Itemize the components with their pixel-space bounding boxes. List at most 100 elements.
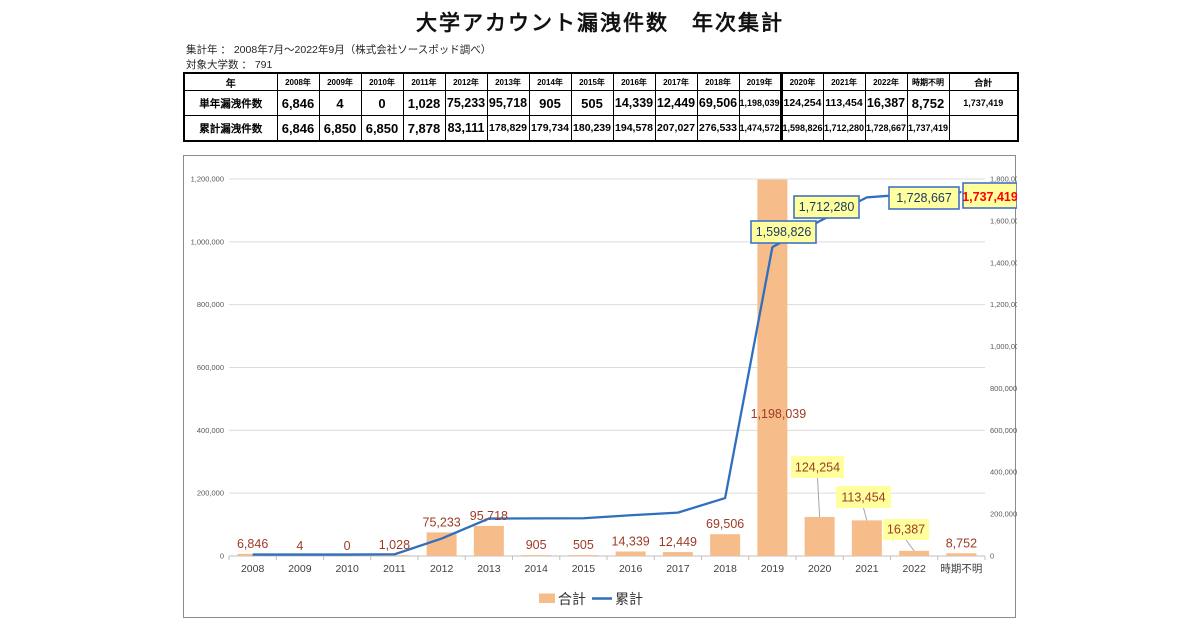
bar-label-2013: 95,718 bbox=[470, 509, 508, 523]
cell-value: 16,387 bbox=[864, 90, 908, 116]
summary-table: 年 2008年 2009年 2010年 2011年 2012年 2013年 2014年 2015… bbox=[183, 72, 1019, 142]
bar-label-2014: 905 bbox=[526, 538, 547, 552]
combo-chart: 0 200,000 400,000 600,000 800,000 1,000,000 1,… bbox=[191, 175, 1024, 608]
bar-label-2012: 75,233 bbox=[423, 515, 461, 529]
x-axis-label-2021: 2021 bbox=[855, 563, 879, 575]
col-header-2018年: 2018年 bbox=[696, 72, 740, 91]
bar-2018 bbox=[710, 534, 741, 556]
bar-2022 bbox=[899, 550, 930, 556]
meta-survey-period: 集計年 ： 2008年7月～2022年9月（株式会社ソースポッド調べ） bbox=[186, 44, 492, 56]
cell-value: 124,254 bbox=[779, 90, 824, 116]
label-leader-line bbox=[905, 539, 915, 552]
cell-value: 1,598,826 bbox=[779, 115, 824, 142]
y-axis-right-tick-label: 600,000 bbox=[990, 426, 1017, 435]
cell-value: 95,718 bbox=[486, 90, 530, 116]
x-axis-label-2009: 2009 bbox=[288, 563, 312, 575]
col-header-2015年: 2015年 bbox=[570, 72, 614, 91]
cell-total bbox=[948, 115, 1019, 142]
cell-value: 194,578 bbox=[612, 115, 656, 142]
bar-label-2016: 14,339 bbox=[612, 534, 650, 548]
col-header-2022年: 2022年 bbox=[864, 72, 908, 91]
callout-label-2020: 1,598,826 bbox=[756, 225, 812, 239]
cell-value: 8,752 bbox=[906, 90, 950, 116]
col-header-2013年: 2013年 bbox=[486, 72, 530, 91]
callout-label-時期不明: 1,737,419 bbox=[962, 190, 1017, 204]
cell-value: 1,728,667 bbox=[864, 115, 908, 142]
meta-university-count: 対象大学数 ： 791 bbox=[186, 59, 273, 71]
bar-label-box-2021 bbox=[836, 486, 891, 508]
bar-2015 bbox=[568, 555, 599, 556]
y-axis-right-tick-label: 1,000,000 bbox=[990, 342, 1017, 351]
x-axis-label-2022: 2022 bbox=[902, 563, 926, 575]
col-header-2016年: 2016年 bbox=[612, 72, 656, 91]
x-axis-label-2020: 2020 bbox=[808, 563, 832, 575]
col-header-2008年: 2008年 bbox=[276, 72, 320, 91]
x-axis-label-2013: 2013 bbox=[477, 563, 501, 575]
y-axis-right-tick-label: 200,000 bbox=[990, 510, 1017, 519]
bar-2012 bbox=[426, 532, 457, 556]
col-header-2017年: 2017年 bbox=[654, 72, 698, 91]
row-label: 単年漏洩件数 bbox=[183, 90, 278, 116]
bar-label-2022: 16,387 bbox=[887, 523, 925, 537]
cell-value: 1,198,039 bbox=[738, 90, 782, 116]
bar-label-2009: 4 bbox=[296, 539, 303, 553]
col-header-2012年: 2012年 bbox=[444, 72, 488, 91]
cell-value: 207,027 bbox=[654, 115, 698, 142]
callout-box-2020 bbox=[750, 220, 817, 244]
y-axis-right-tick-label: 1,800,000 bbox=[990, 175, 1017, 184]
cell-value: 69,506 bbox=[696, 90, 740, 116]
x-axis-label-2014: 2014 bbox=[524, 563, 548, 575]
y-axis-right-tick-label: 1,200,000 bbox=[990, 300, 1017, 309]
cell-value: 1,028 bbox=[402, 90, 446, 116]
bar-時期不明 bbox=[946, 553, 977, 556]
cell-value: 1,712,280 bbox=[822, 115, 866, 142]
label-leader-line bbox=[817, 477, 821, 517]
bar-label-2015: 505 bbox=[573, 538, 594, 552]
bar-label-2019: 1,198,039 bbox=[751, 407, 807, 421]
label-leader-line bbox=[863, 507, 868, 521]
col-header-2019年: 2019年 bbox=[738, 72, 782, 91]
bar-label-時期不明: 8,752 bbox=[946, 536, 977, 550]
chart-area: 0 200,000 400,000 600,000 800,000 1,000,000 1,… bbox=[183, 155, 1024, 618]
x-axis-label-2017: 2017 bbox=[666, 563, 690, 575]
legend-label-total: 合計 bbox=[558, 591, 586, 607]
y-axis-left-tick-label: 800,000 bbox=[197, 300, 224, 309]
col-header-2010年: 2010年 bbox=[360, 72, 404, 91]
cell-value: 6,850 bbox=[318, 115, 362, 142]
col-header-合計: 合計 bbox=[948, 72, 1019, 91]
bar-label-2017: 12,449 bbox=[659, 535, 697, 549]
y-axis-left-tick-label: 0 bbox=[220, 552, 224, 561]
cell-value: 7,878 bbox=[402, 115, 446, 142]
x-axis-label-2011: 2011 bbox=[383, 563, 406, 575]
callout-label-2022: 1,728,667 bbox=[896, 191, 952, 205]
legend-label-cumulative: 累計 bbox=[615, 591, 643, 607]
cell-value: 1,737,419 bbox=[906, 115, 950, 142]
bar-label-2010: 0 bbox=[344, 539, 351, 553]
cell-total: 1,737,419 bbox=[948, 90, 1019, 116]
cell-value: 12,449 bbox=[654, 90, 698, 116]
col-header-2009年: 2009年 bbox=[318, 72, 362, 91]
bar-2008 bbox=[237, 553, 268, 556]
cell-value: 505 bbox=[570, 90, 614, 116]
page-title: 大学アカウント漏洩件数 年次集計 bbox=[416, 12, 784, 35]
legend-swatch-total bbox=[539, 593, 555, 603]
bar-2017 bbox=[662, 552, 693, 556]
y-axis-right-tick-label: 1,400,000 bbox=[990, 258, 1017, 267]
bar-label-2011: 1,028 bbox=[379, 538, 410, 552]
cell-value: 1,474,572 bbox=[738, 115, 782, 142]
bar-label-2021: 113,454 bbox=[841, 491, 885, 505]
col-header-時期不明: 時期不明 bbox=[906, 72, 950, 91]
callout-box-2021 bbox=[793, 195, 860, 219]
cell-value: 6,846 bbox=[276, 115, 320, 142]
bar-label-2020: 124,254 bbox=[795, 461, 840, 475]
callout-label-2021: 1,712,280 bbox=[799, 200, 855, 214]
bar-2020 bbox=[804, 516, 835, 556]
bar-2014 bbox=[521, 555, 552, 556]
cell-value: 0 bbox=[360, 90, 404, 116]
x-axis-label-2015: 2015 bbox=[572, 563, 596, 575]
col-header-2020年: 2020年 bbox=[779, 72, 824, 91]
cell-value: 905 bbox=[528, 90, 572, 116]
bar-2016 bbox=[615, 551, 646, 556]
y-axis-left-tick-label: 1,200,000 bbox=[191, 175, 224, 184]
bar-label-box-2020 bbox=[791, 456, 844, 478]
